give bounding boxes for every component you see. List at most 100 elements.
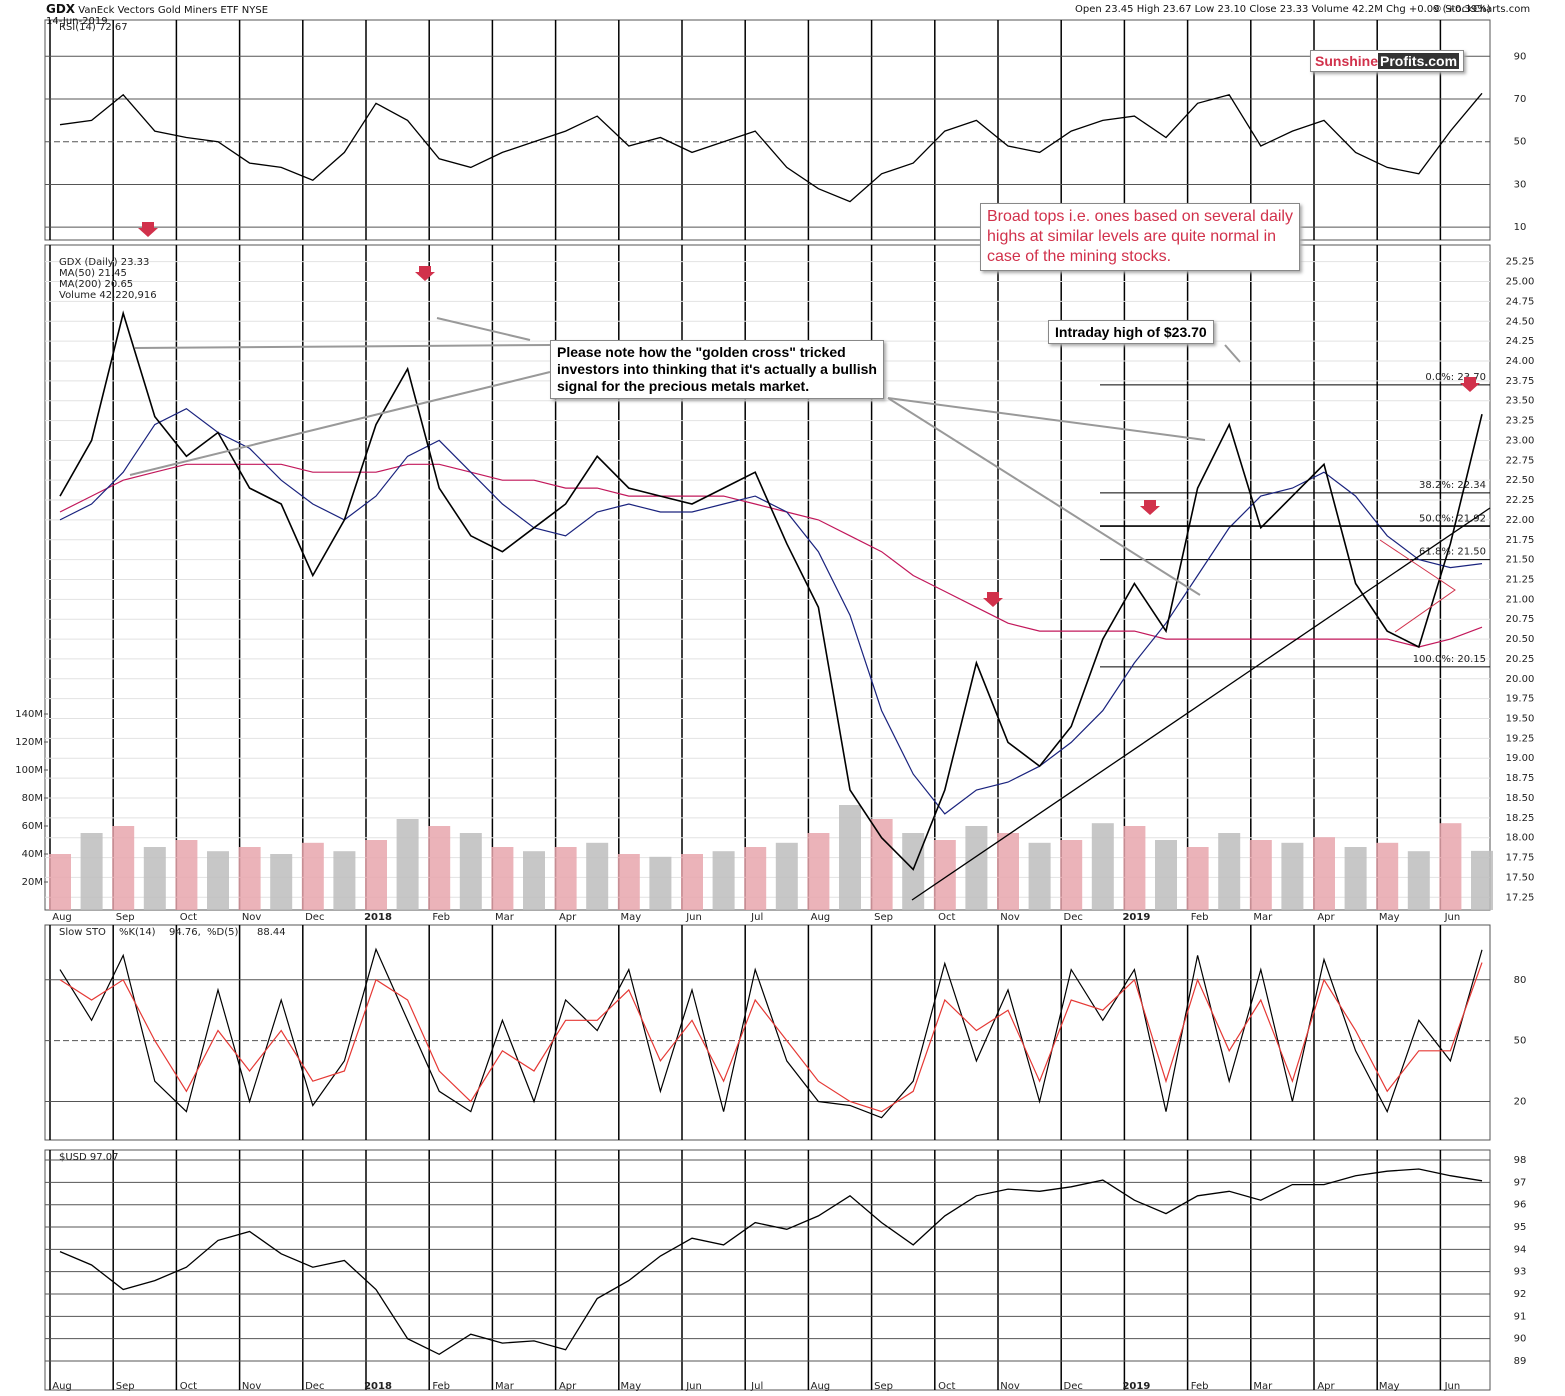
fib-label: 38.2%: 22.34 xyxy=(1419,480,1486,491)
volume-bar xyxy=(902,833,925,910)
legend-entry: Volume 42,220,916 xyxy=(59,290,157,301)
fib-label: 0.0%: 23.70 xyxy=(1425,372,1486,383)
y-tick-label: 25.25 xyxy=(1506,257,1535,268)
x-tick-label: Jun xyxy=(1444,1381,1461,1392)
x-tick-label: Feb xyxy=(432,912,450,923)
volume-bar xyxy=(175,840,198,910)
y-tick-label: 23.25 xyxy=(1506,416,1535,427)
x-tick-label: Jun xyxy=(685,1381,702,1392)
y-tick-label: 23.00 xyxy=(1506,435,1535,446)
annotation: Please note how the "golden cross" trick… xyxy=(550,340,884,399)
panel-frame xyxy=(44,924,1491,1141)
annotation-line: Please note how the "golden cross" trick… xyxy=(557,344,846,360)
annotation: Broad tops i.e. ones based on several da… xyxy=(980,203,1300,271)
volume-bar xyxy=(965,826,988,910)
panel-frame xyxy=(44,244,1491,911)
volume-bar xyxy=(112,826,135,910)
volume-bar xyxy=(270,854,293,910)
trend-line xyxy=(911,507,1491,901)
volume-bar xyxy=(301,842,324,910)
fib-label: 50.0%: 21.92 xyxy=(1419,513,1486,524)
y-tick-label: 90 xyxy=(1514,1334,1527,1345)
x-tick-label: Sep xyxy=(874,1381,893,1392)
annotation-line: Broad tops i.e. ones based on several da… xyxy=(987,208,1293,225)
pointer-line xyxy=(129,371,551,476)
volume-bar xyxy=(1123,826,1146,910)
volume-bar xyxy=(1091,823,1114,910)
volume-bar xyxy=(207,851,229,910)
x-tick-label: Aug xyxy=(52,912,72,923)
x-tick-label: Dec xyxy=(1064,1381,1083,1392)
volume-bar xyxy=(523,851,545,910)
x-tick-label: Nov xyxy=(242,912,262,923)
x-tick-label: Jun xyxy=(1444,912,1461,923)
annotation-line: signal for the precious metals market. xyxy=(557,378,810,394)
y-tick-label: 90 xyxy=(1514,51,1527,62)
y-tick-label: 18.75 xyxy=(1506,773,1535,784)
arrow-marker xyxy=(1140,500,1160,515)
arrow-marker xyxy=(983,592,1003,607)
x-tick-label: Dec xyxy=(305,1381,324,1392)
volume-bar xyxy=(1028,842,1051,910)
panel-title: RSI(14) 72.67 xyxy=(59,22,128,33)
x-tick-label: Sep xyxy=(874,912,893,923)
logo: Sunshine Profits.com xyxy=(1310,50,1465,72)
y-tick-label: 19.00 xyxy=(1506,753,1535,764)
annotation-line: highs at similar levels are quite normal… xyxy=(987,228,1277,245)
volume-bar xyxy=(1439,823,1462,910)
volume-bar xyxy=(1060,840,1083,910)
volume-bar xyxy=(143,847,166,910)
pointer-line xyxy=(887,397,1206,441)
y2-tick-label: 80M xyxy=(22,793,43,804)
volume-bar xyxy=(712,851,735,910)
y2-tick-label: 140M xyxy=(15,709,43,720)
y-tick-label: 93 xyxy=(1514,1267,1527,1278)
exchange: NYSE xyxy=(241,5,269,16)
y-tick-label: 19.50 xyxy=(1506,714,1535,725)
y-tick-label: 21.50 xyxy=(1506,555,1535,566)
series-line xyxy=(59,407,1483,815)
volume-bar xyxy=(681,854,703,910)
panel-title: $USD 97.07 xyxy=(59,1152,119,1163)
volume-bar xyxy=(1249,840,1272,910)
volume-bar xyxy=(586,842,609,910)
fib-label: 61.8%: 21.50 xyxy=(1419,547,1486,558)
volume-bar xyxy=(807,833,830,910)
y-tick-label: 24.25 xyxy=(1506,336,1535,347)
x-tick-label: 2018 xyxy=(364,1381,392,1392)
volume-bar xyxy=(1186,847,1209,910)
x-tick-label: Jul xyxy=(750,912,763,923)
series-line xyxy=(59,962,1483,1113)
x-tick-label: Jul xyxy=(750,1381,763,1392)
x-tick-label: Aug xyxy=(811,1381,831,1392)
volume-bar xyxy=(1407,851,1430,910)
y-tick-label: 17.75 xyxy=(1506,853,1535,864)
y2-tick-label: 40M xyxy=(22,849,43,860)
y2-tick-label: 100M xyxy=(15,765,43,776)
annotation: Intraday high of $23.70 xyxy=(1048,320,1214,344)
y2-tick-label: 120M xyxy=(15,737,43,748)
volume-bar xyxy=(1471,850,1493,910)
x-tick-label: Apr xyxy=(559,912,577,923)
volume-bar xyxy=(491,847,514,910)
volume-bar xyxy=(649,856,672,910)
y-tick-label: 17.50 xyxy=(1506,872,1535,883)
y-tick-label: 25.00 xyxy=(1506,277,1535,288)
x-tick-label: Oct xyxy=(180,1381,197,1392)
series-line xyxy=(59,947,1483,1119)
volume-bar xyxy=(870,819,893,910)
triangle-pattern xyxy=(1379,539,1456,633)
volume-bar xyxy=(1155,840,1177,910)
volume-bar xyxy=(333,851,356,910)
x-tick-label: Aug xyxy=(811,912,831,923)
volume-bar xyxy=(49,854,71,910)
annotation-line: Intraday high of $23.70 xyxy=(1055,324,1207,340)
annotation-line: case of the mining stocks. xyxy=(987,248,1172,265)
y-tick-label: 24.50 xyxy=(1506,316,1535,327)
y-tick-label: 22.00 xyxy=(1506,515,1535,526)
y-tick-label: 89 xyxy=(1514,1356,1527,1367)
series-line xyxy=(59,310,1483,871)
x-tick-label: Oct xyxy=(180,912,197,923)
series-line xyxy=(59,1168,1483,1356)
x-tick-label: Mar xyxy=(495,1381,515,1392)
